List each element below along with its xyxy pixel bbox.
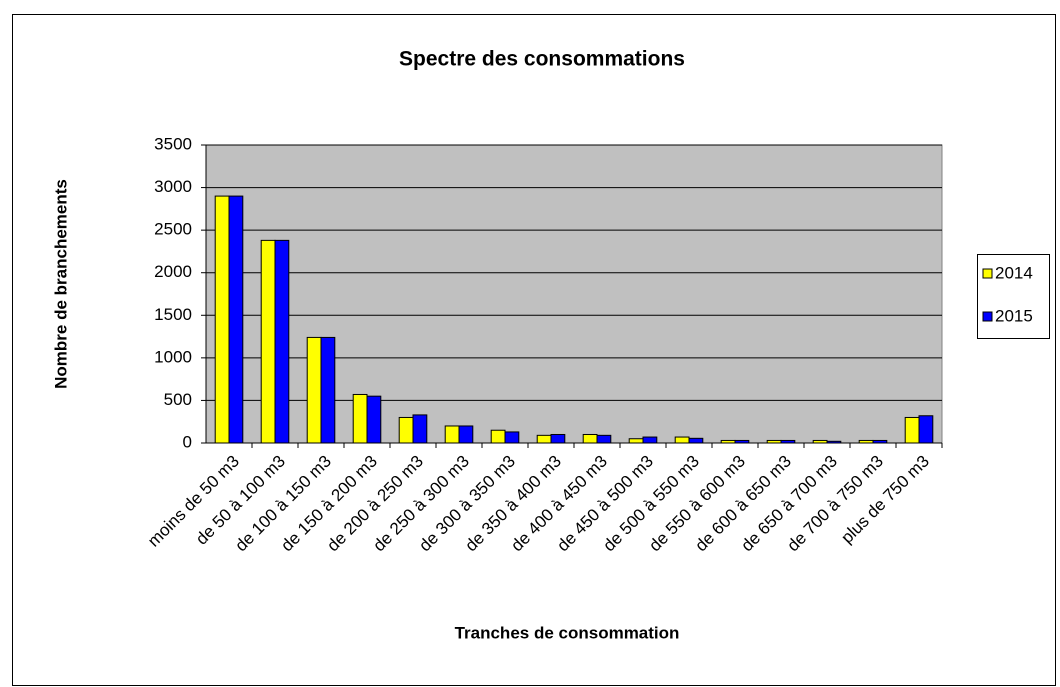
bar	[490, 429, 506, 444]
bar	[826, 440, 842, 444]
legend-label: 2014	[995, 263, 1033, 282]
y-tick-label: 1000	[154, 347, 192, 366]
bar	[904, 416, 920, 444]
bar	[812, 439, 828, 444]
bar	[458, 425, 474, 444]
bar	[720, 439, 736, 444]
bar	[642, 436, 658, 444]
bar	[214, 195, 230, 444]
bar	[412, 414, 428, 444]
bar	[320, 336, 336, 444]
bar	[674, 436, 690, 444]
y-tick-label: 3000	[154, 177, 192, 196]
bar	[628, 438, 644, 444]
bar	[734, 439, 750, 444]
y-tick-label: 3500	[154, 134, 192, 153]
chart-title: Spectre des consommations	[399, 48, 685, 71]
bar	[274, 239, 290, 444]
bar	[366, 395, 382, 444]
bar	[306, 336, 322, 444]
legend-swatch	[982, 311, 993, 322]
y-tick-label: 0	[183, 432, 192, 451]
bar	[504, 431, 520, 444]
y-tick-label: 1500	[154, 305, 192, 324]
bar	[550, 433, 566, 444]
legend-swatch	[982, 268, 993, 279]
bar	[228, 195, 244, 444]
bar	[918, 415, 934, 444]
bar	[444, 425, 460, 444]
y-axis-label: Nombre de branchements	[51, 179, 70, 389]
bar	[398, 416, 414, 444]
bar	[872, 439, 888, 444]
y-tick-label: 2000	[154, 262, 192, 281]
bar	[780, 439, 796, 444]
bar	[536, 434, 552, 444]
bar	[352, 393, 368, 444]
bar	[766, 439, 782, 444]
bar	[596, 434, 612, 444]
y-tick-label: 500	[164, 390, 192, 409]
x-axis-label: Tranches de consommation	[455, 623, 680, 642]
bar	[858, 439, 874, 444]
bar	[260, 239, 276, 444]
y-tick-label: 2500	[154, 220, 192, 239]
bar	[582, 433, 598, 444]
bar	[688, 437, 704, 444]
legend-label: 2015	[995, 306, 1033, 325]
